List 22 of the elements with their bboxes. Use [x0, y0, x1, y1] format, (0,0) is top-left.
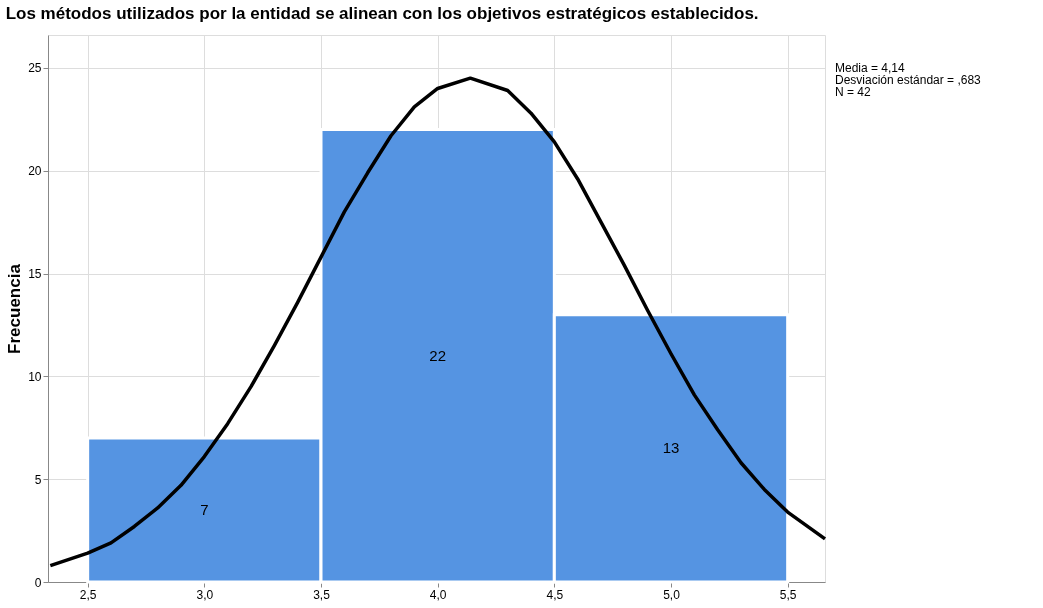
- y-tick-label: 25: [28, 61, 42, 76]
- x-tick-label: 5,5: [779, 587, 797, 602]
- text: N = 42: [835, 85, 872, 99]
- x-tick-label: 3,0: [196, 587, 214, 602]
- y-tick-label: 10: [28, 369, 42, 384]
- y-tick-label: 5: [34, 472, 42, 487]
- x-tick-label: 4,0: [429, 587, 447, 602]
- data-label: 13: [662, 439, 680, 457]
- x-tick-label: 5,0: [663, 587, 681, 602]
- x-tick-label: 3,5: [313, 587, 331, 602]
- data-label: 7: [200, 501, 209, 519]
- y-tick-label: 20: [28, 164, 42, 179]
- chart-title: Los métodos utilizados por la entidad se alinean con los objetivos estratégicos establecidos.: [5, 4, 759, 23]
- text: Media = 4,14: [835, 61, 906, 75]
- text: Desviación estándar = ,683: [835, 73, 982, 87]
- x-tick-label: 4,5: [546, 587, 564, 602]
- y-tick-label: 0: [34, 575, 42, 590]
- data-label: 22: [429, 346, 447, 364]
- y-tick-label: 15: [28, 267, 42, 282]
- y-axis-title: Frecuencia: [5, 263, 25, 354]
- line-series: [48, 76, 827, 568]
- x-tick-label: 2,5: [79, 587, 97, 602]
